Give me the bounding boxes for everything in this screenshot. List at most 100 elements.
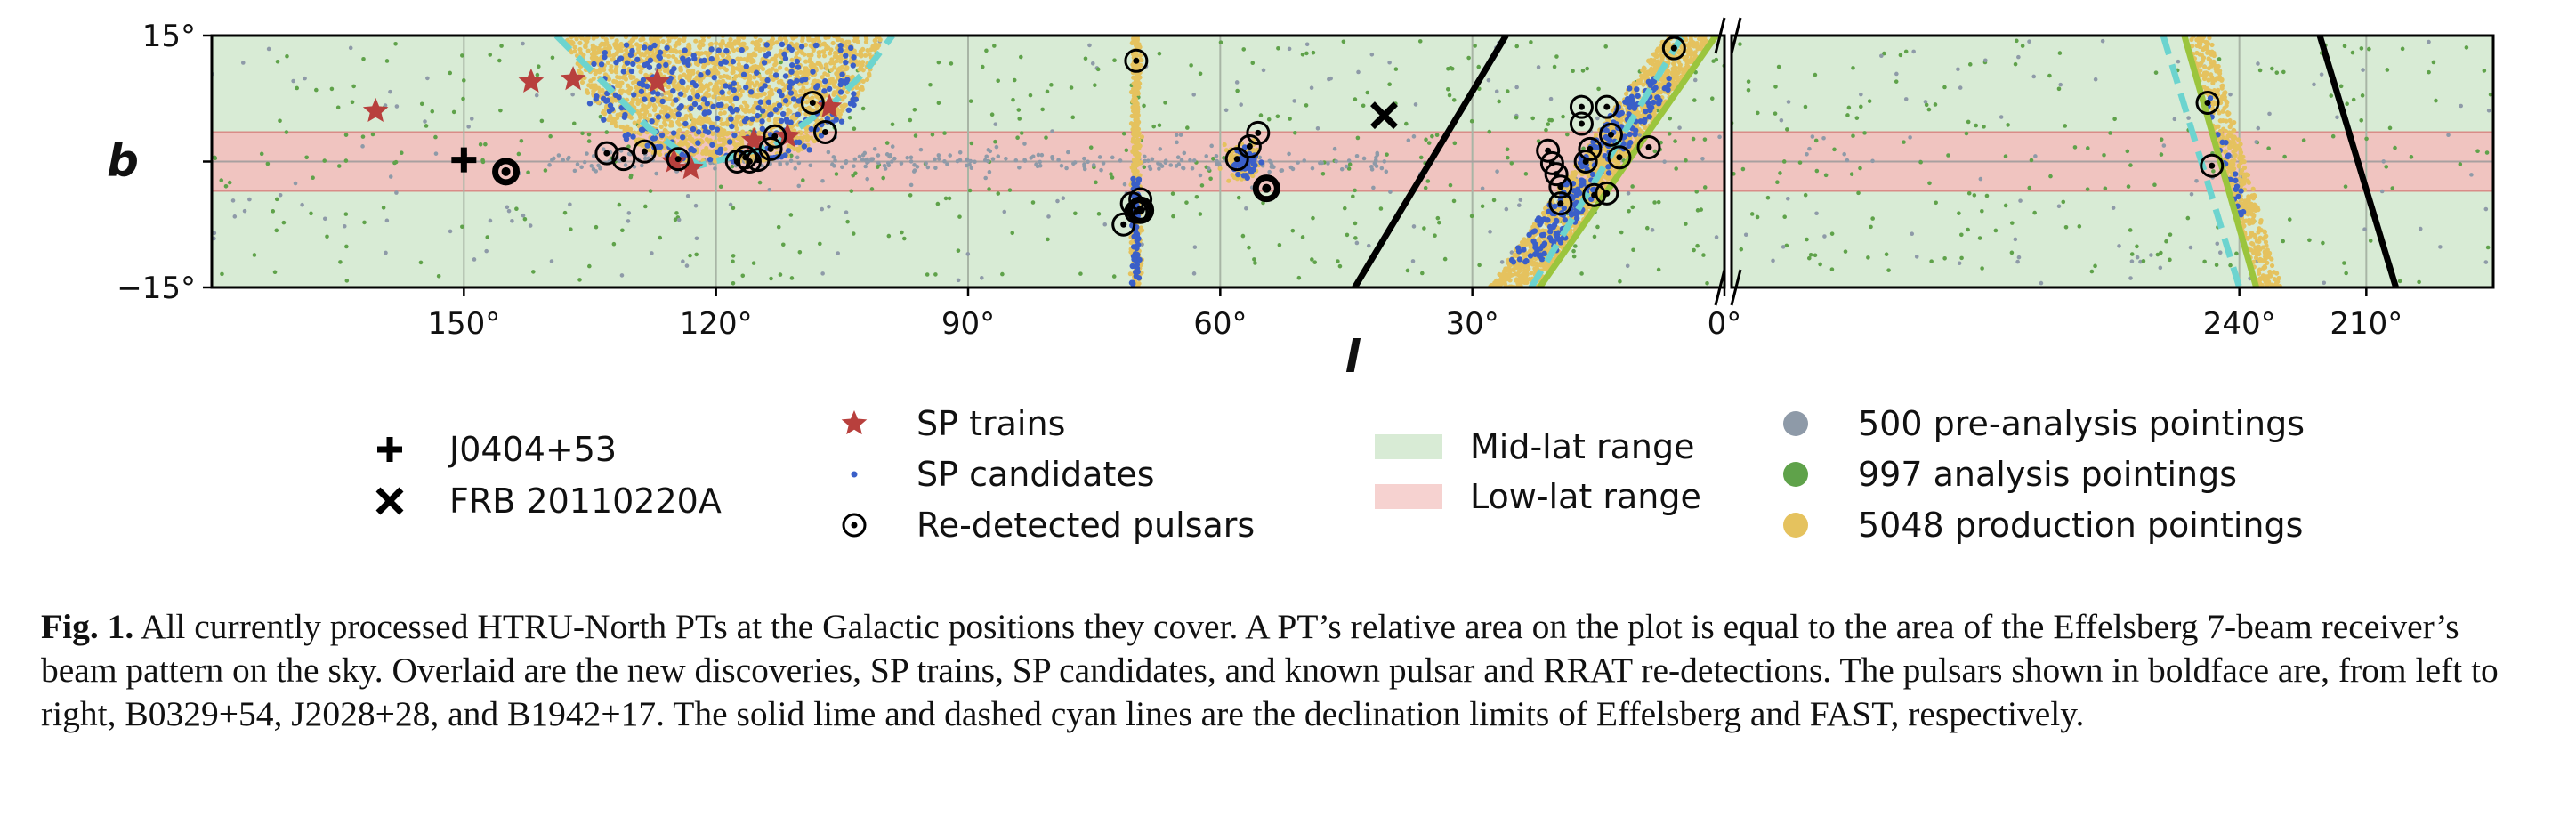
analysis-pointing [827, 204, 831, 209]
analysis-pointing [1017, 117, 1022, 121]
analysis-pointing [935, 201, 941, 206]
production-pointing [666, 53, 672, 59]
analysis-pointing [219, 178, 224, 182]
analysis-pointing [1194, 194, 1199, 199]
analysis-pointing [731, 280, 736, 286]
analysis-pointing [1028, 93, 1033, 98]
analysis-pointing [1239, 102, 1243, 107]
production-pointing [759, 77, 764, 82]
production-pointing [688, 112, 693, 118]
analysis-pointing [1473, 44, 1477, 48]
analysis-pointing [1385, 152, 1389, 157]
production-pointing [844, 66, 850, 71]
analysis-pointing [1466, 55, 1471, 61]
production-pointing [767, 90, 772, 95]
analysis-pointing [1022, 142, 1027, 146]
production-pointing [614, 38, 619, 44]
analysis-pointing [1695, 243, 1700, 248]
production-pointing [736, 61, 741, 67]
analysis-pointing [361, 57, 366, 61]
analysis-pointing [740, 273, 746, 279]
analysis-pointing [1112, 58, 1117, 63]
production-pointing [668, 109, 674, 114]
pre-analysis-pointing [1004, 157, 1008, 161]
sp-candidate [715, 115, 721, 122]
analysis-pointing [1625, 263, 1630, 269]
analysis-pointing [514, 206, 519, 212]
analysis-pointing [992, 44, 997, 48]
analysis-pointing [1000, 271, 1005, 277]
production-pointing [672, 83, 677, 89]
production-pointing [713, 91, 718, 96]
analysis-pointing [1662, 159, 1667, 164]
production-pointing [731, 47, 737, 53]
analysis-pointing [1451, 198, 1457, 204]
analysis-pointing [370, 132, 375, 137]
analysis-pointing [1309, 85, 1314, 91]
analysis-pointing [1518, 198, 1523, 202]
production-pointing [696, 51, 701, 56]
production-pointing [823, 62, 828, 68]
production-pointing [718, 110, 723, 117]
pre-analysis-pointing [1372, 161, 1377, 166]
analysis-pointing [499, 44, 504, 48]
production-pointing [722, 136, 727, 142]
analysis-pointing [1652, 149, 1658, 154]
analysis-pointing [539, 118, 545, 124]
analysis-pointing [1477, 263, 1482, 268]
analysis-pointing [1418, 155, 1424, 160]
production-pointing [773, 68, 779, 73]
analysis-pointing [1090, 61, 1095, 66]
pre-analysis-pointing [626, 151, 632, 157]
production-pointing [778, 52, 783, 57]
production-pointing [577, 46, 583, 53]
analysis-pointing [1078, 271, 1083, 276]
pre-analysis-pointing [831, 155, 836, 159]
production-pointing [655, 37, 660, 44]
analysis-pointing [1447, 93, 1452, 98]
production-pointing [840, 108, 845, 113]
production-pointing [836, 37, 841, 43]
pre-analysis-pointing [948, 153, 953, 158]
production-pointing [602, 42, 607, 47]
analysis-pointing [1554, 54, 1559, 59]
analysis-pointing [549, 259, 554, 263]
sp-candidate [594, 93, 600, 100]
analysis-pointing [1425, 179, 1431, 183]
analysis-pointing [1304, 51, 1309, 56]
pre-analysis-pointing [1296, 160, 1300, 165]
analysis-pointing [343, 212, 349, 216]
production-pointing [1132, 99, 1137, 104]
analysis-pointing [684, 263, 690, 268]
analysis-pointing [1111, 274, 1117, 279]
pre-analysis-pointing [984, 154, 989, 159]
production-pointing [1131, 86, 1136, 92]
pre-analysis-pointing [617, 158, 622, 164]
pre-analysis-pointing [1346, 158, 1352, 163]
production-pointing [707, 81, 713, 86]
production-pointing [707, 150, 713, 156]
pre-analysis-pointing [1382, 159, 1387, 164]
analysis-pointing [852, 126, 857, 132]
analysis-pointing [1142, 103, 1146, 109]
production-pointing [706, 51, 711, 57]
production-pointing [713, 139, 718, 144]
pre-analysis-pointing [1280, 168, 1285, 173]
analysis-pointing [1332, 146, 1337, 151]
pre-analysis-pointing [646, 156, 651, 161]
production-pointing [748, 121, 754, 126]
analysis-pointing [1442, 256, 1448, 262]
analysis-pointing [223, 183, 229, 189]
analysis-pointing [1140, 242, 1144, 247]
analysis-pointing [1420, 271, 1425, 276]
production-pointing [786, 107, 791, 113]
analysis-pointing [510, 218, 514, 223]
production-pointing [660, 104, 666, 109]
production-pointing [789, 57, 795, 62]
analysis-pointing [1626, 190, 1631, 196]
production-pointing [722, 73, 727, 79]
analysis-pointing [718, 184, 723, 190]
analysis-pointing [1430, 133, 1434, 139]
analysis-pointing [1405, 268, 1410, 273]
production-pointing [1651, 61, 1656, 67]
